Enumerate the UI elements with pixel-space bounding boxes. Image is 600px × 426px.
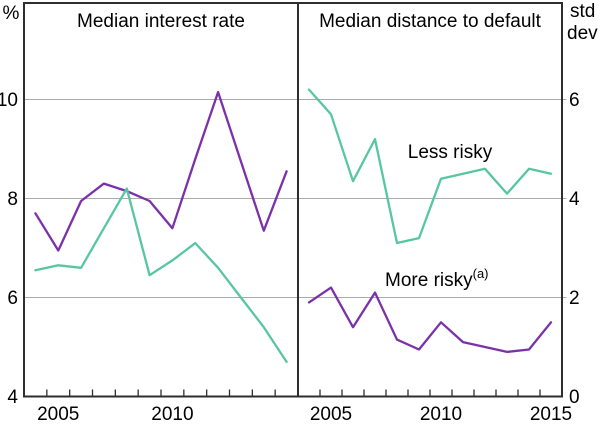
plot-frame [23, 2, 563, 398]
x-axis-tick-label: 2005 [37, 404, 79, 425]
series-line-more-risky [34, 90, 288, 252]
series-label-more-risky-text: More risky [385, 270, 473, 291]
left-axis-tick-label: 8 [7, 189, 18, 210]
left-axis-tick-label: 6 [7, 288, 18, 309]
right-axis-tick-label: 0 [569, 387, 580, 408]
series-label-less-risky: Less risky [408, 142, 493, 163]
left-panel-title: Median interest rate [77, 11, 245, 32]
right-axis-tick-label: 6 [569, 90, 580, 111]
series-lines [34, 88, 553, 364]
footnote-marker: (a) [473, 266, 489, 281]
left-axis-tick-label: 10 [0, 90, 18, 111]
x-axis-tick-label: 2010 [151, 404, 193, 425]
series-label-more-risky: More risky(a) [385, 266, 489, 291]
right-axis-tick-label: 4 [569, 189, 580, 210]
right-axis-tick-label: 2 [569, 288, 580, 309]
x-axis-tick-label: 2005 [310, 404, 352, 425]
series-line-more-risky [307, 286, 553, 354]
series-line-less-risky [34, 187, 288, 364]
left-axis-tick-label: 4 [7, 387, 18, 408]
right-axis-unit-line1: std [570, 1, 595, 22]
x-axis-ticks [46, 389, 541, 396]
left-axis-unit-label: % [3, 3, 20, 24]
x-axis-tick-label: 2010 [420, 404, 462, 425]
right-panel-title: Median distance to default [319, 11, 542, 32]
right-axis-unit-line2: dev [567, 23, 598, 44]
x-axis-tick-label: 2015 [530, 404, 572, 425]
series-line-less-risky [307, 88, 553, 245]
